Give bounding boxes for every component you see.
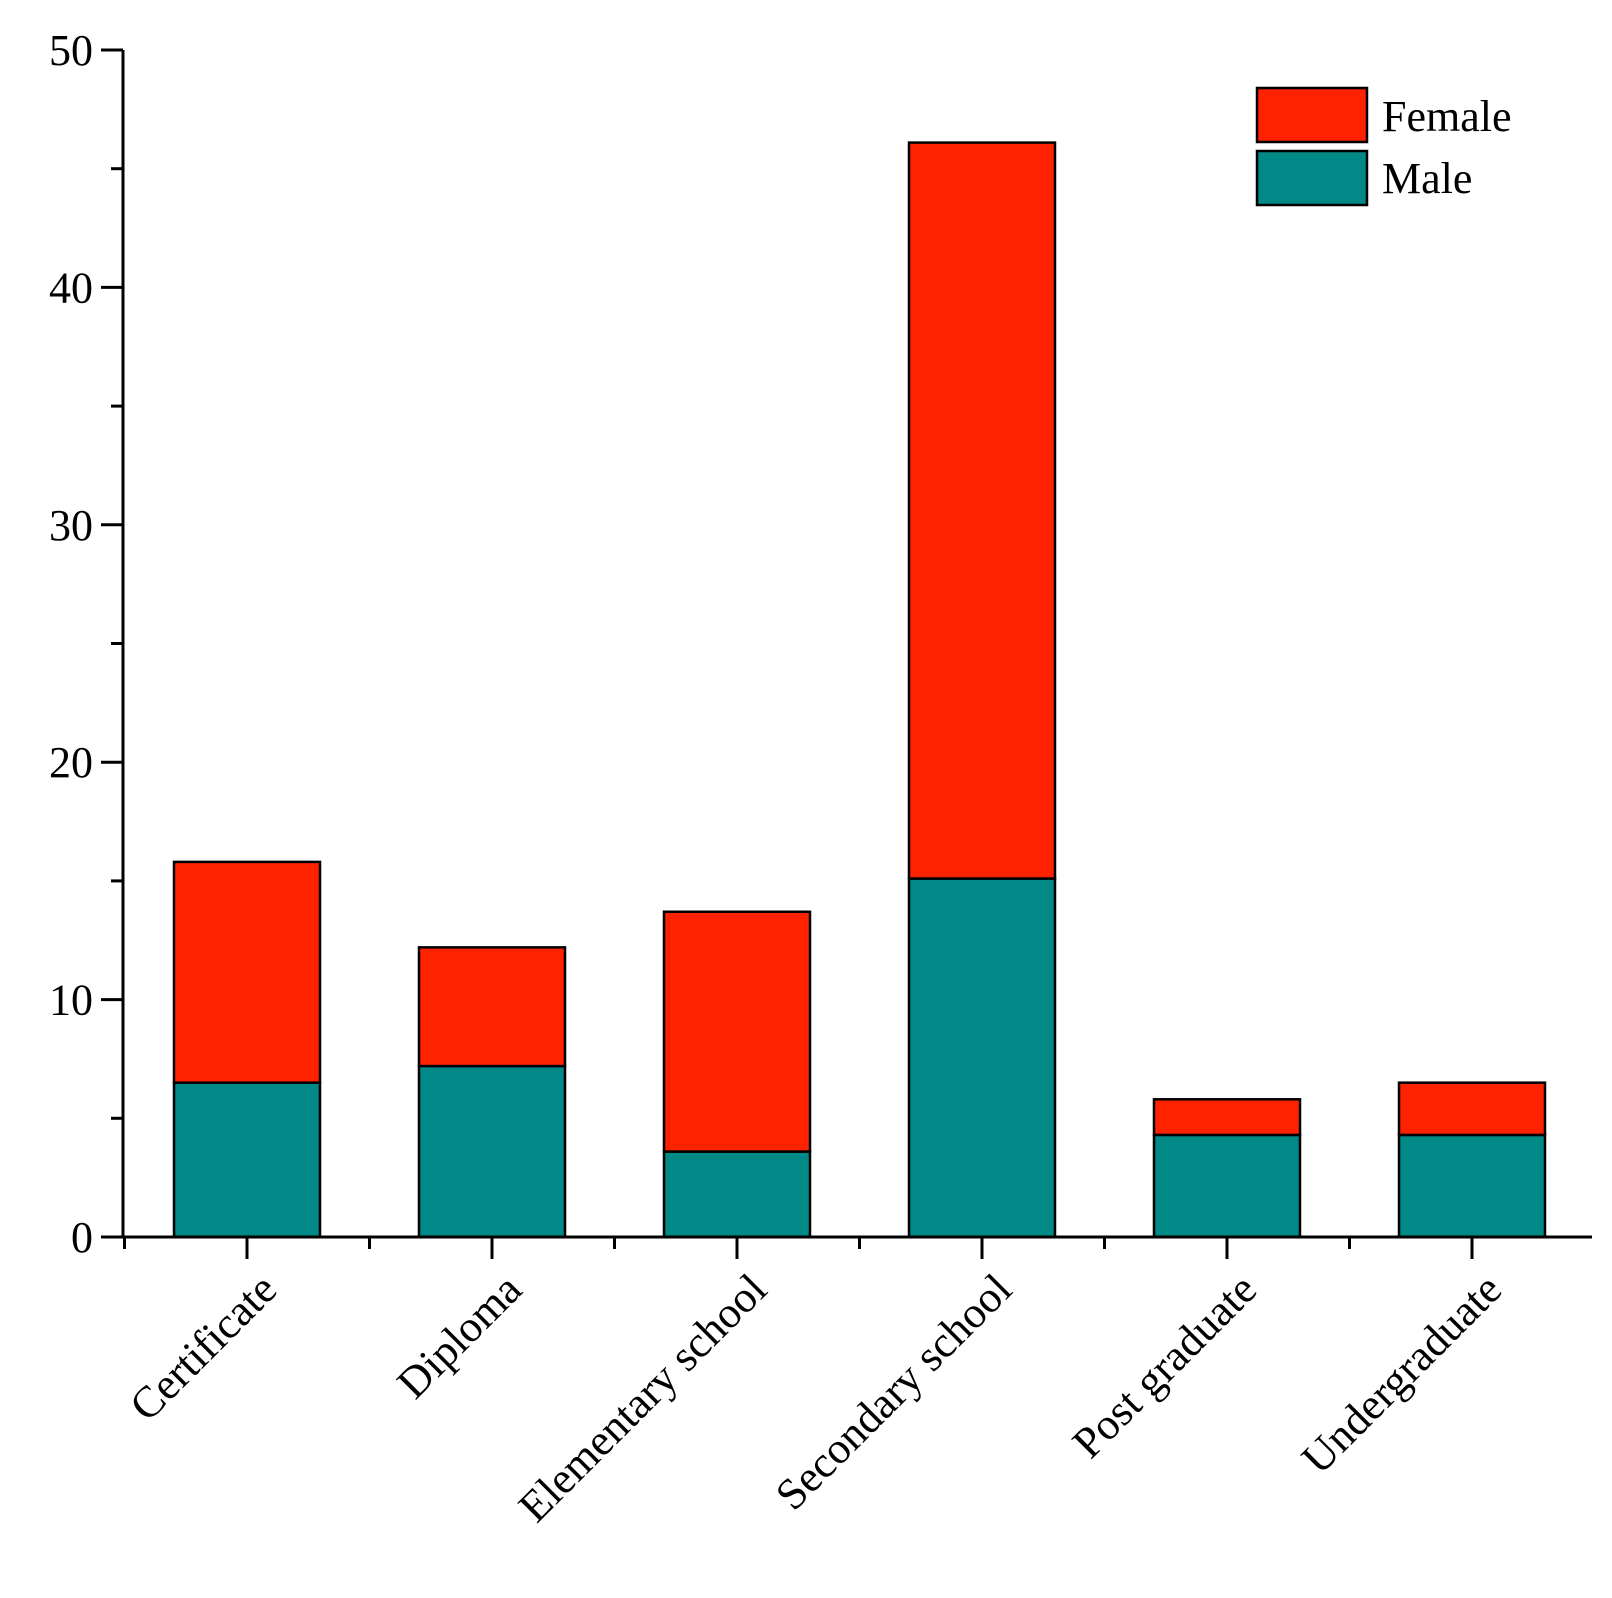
legend-swatch-female	[1255, 86, 1369, 144]
bar-female-certificate	[172, 860, 322, 1084]
bar-female-post-graduate	[1152, 1098, 1302, 1137]
bar-female-diploma	[417, 946, 567, 1068]
bar-male-secondary-school	[907, 877, 1057, 1239]
bar-male-diploma	[417, 1064, 567, 1239]
legend-swatch-male	[1255, 149, 1369, 207]
bars-group	[172, 141, 1547, 1239]
bar-male-elementary-school	[662, 1150, 812, 1239]
y-tick-label-0: 0	[71, 1213, 93, 1262]
legend: Female Male	[1255, 86, 1512, 207]
y-tick-label-20: 20	[49, 738, 93, 787]
axes-group: 0 10 20 30 40 50 Certificate DiplomaElementary …	[49, 26, 1592, 1531]
x-tick-label-undergraduate: Undergraduate	[1292, 1264, 1511, 1483]
y-tick-label-50: 50	[49, 26, 93, 75]
x-tick-label-elementary-school: Elementary school	[509, 1264, 776, 1531]
x-tick-label-diploma: Diploma	[388, 1264, 532, 1408]
bar-male-undergraduate	[1397, 1133, 1547, 1239]
legend-label-male: Male	[1382, 154, 1472, 203]
x-tick-label-secondary-school: Secondary school	[766, 1264, 1021, 1519]
legend-label-female: Female	[1382, 92, 1512, 141]
bar-female-undergraduate	[1397, 1081, 1547, 1137]
y-tick-label-40: 40	[49, 263, 93, 312]
bar-male-post-graduate	[1152, 1133, 1302, 1239]
bar-female-elementary-school	[662, 910, 812, 1153]
x-tick-label-post-graduate: Post graduate	[1063, 1264, 1266, 1467]
y-tick-label-30: 30	[49, 501, 93, 550]
y-tick-label-10: 10	[49, 976, 93, 1025]
bar-female-secondary-school	[907, 141, 1057, 880]
bar-male-certificate	[172, 1081, 322, 1239]
x-tick-label-certificate: Certificate	[120, 1264, 286, 1430]
